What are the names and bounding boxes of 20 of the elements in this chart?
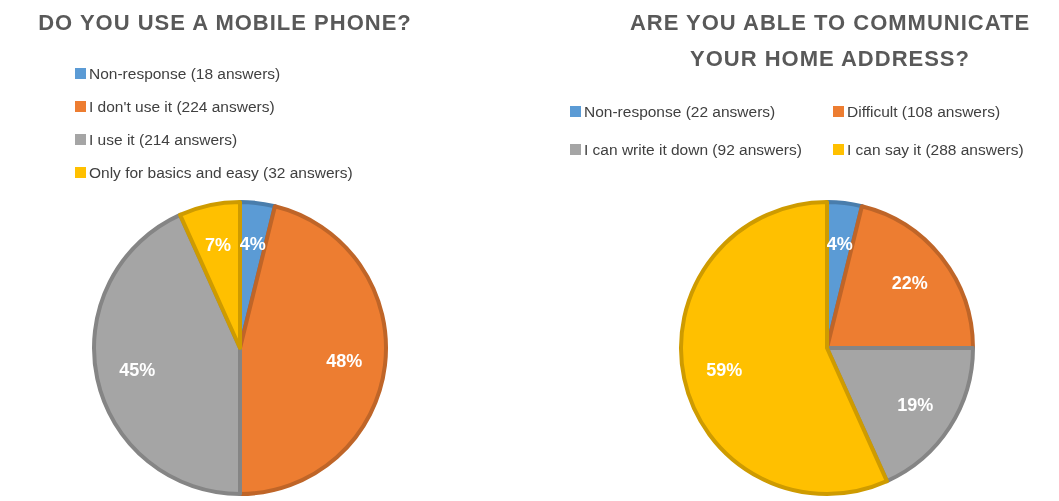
chart-title: DO YOU USE A MOBILE PHONE? [38,10,412,35]
data-label: 19% [897,395,934,416]
chart-title: ARE YOU ABLE TO COMMUNICATE YOUR HOME ADDRESS? [629,10,1031,71]
data-label: 59% [706,360,743,381]
pie-slice [238,204,388,496]
legend-label: I can say it (288 answers) [847,141,1024,158]
legend-label: I can write it down (92 answers) [584,141,802,158]
data-label: 22% [891,273,928,294]
data-label: 45% [119,360,156,381]
legend-label: Only for basics and easy (32 answers) [89,164,353,181]
data-label: 7% [204,235,231,256]
legend-label: I don't use it (224 answers) [89,98,275,115]
legend-label: I use it (214 answers) [89,131,238,148]
pie-slice [679,200,889,496]
legend-label: Non-response (22 answers) [584,103,776,120]
pie-slice [178,200,242,350]
data-label: 48% [326,350,363,371]
pie-slice [92,212,242,496]
legend-label: Non-response (18 answers) [89,65,281,82]
legend-label: Difficult (108 answers) [847,103,1001,120]
